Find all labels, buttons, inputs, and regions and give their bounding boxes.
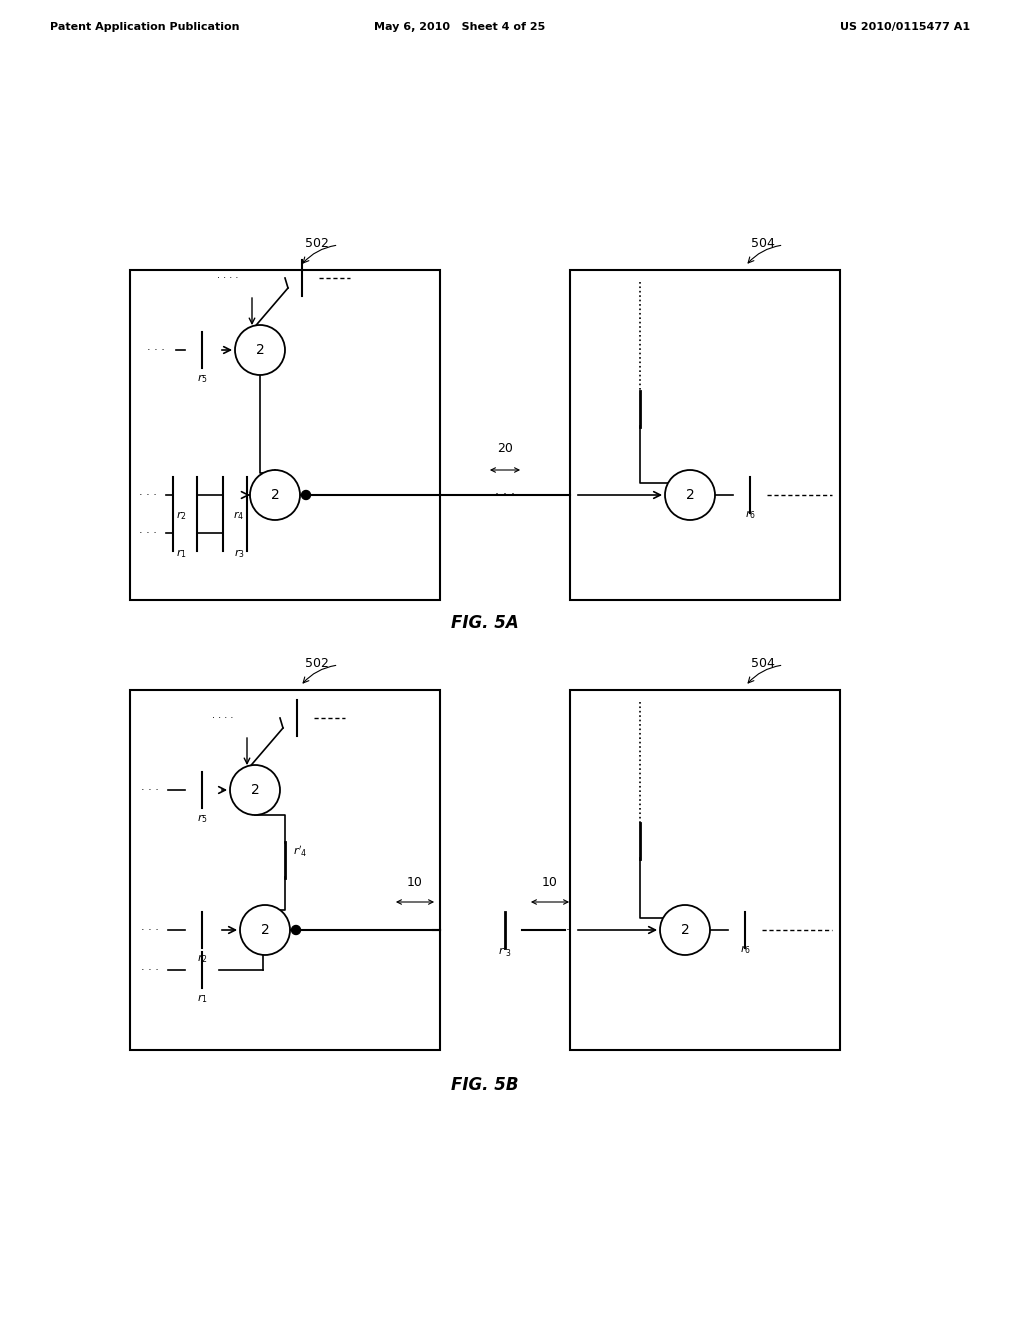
- Text: $r'_3$: $r'_3$: [498, 944, 512, 960]
- Text: 10: 10: [542, 876, 558, 888]
- Bar: [130, 271, 440, 601]
- Text: · · ·: · · ·: [495, 488, 515, 502]
- Circle shape: [230, 766, 280, 814]
- Text: $r_1$: $r_1$: [197, 993, 208, 1005]
- Text: 2: 2: [270, 488, 280, 502]
- Text: · · · ·: · · · ·: [212, 713, 233, 723]
- Text: $r_2$: $r_2$: [197, 952, 207, 965]
- Bar: [570, 271, 840, 601]
- Circle shape: [665, 470, 715, 520]
- Text: 2: 2: [686, 488, 694, 502]
- Text: $r'_4$: $r'_4$: [293, 845, 307, 859]
- Text: · · ·: · · ·: [141, 965, 159, 975]
- Text: 504: 504: [751, 238, 774, 249]
- Text: $r_5$: $r_5$: [197, 812, 208, 825]
- Bar: [570, 690, 840, 1049]
- Text: 2: 2: [256, 343, 264, 356]
- Text: $r_1$: $r_1$: [175, 546, 186, 560]
- Text: 2: 2: [681, 923, 689, 937]
- Text: $r_2$: $r_2$: [176, 510, 186, 521]
- Text: 2: 2: [261, 923, 269, 937]
- Circle shape: [240, 906, 290, 954]
- Text: US 2010/0115477 A1: US 2010/0115477 A1: [840, 22, 970, 32]
- Text: $r_5$: $r_5$: [197, 372, 208, 385]
- Bar: [130, 690, 440, 1049]
- Text: 10: 10: [408, 876, 423, 888]
- Text: · · ·: · · ·: [147, 345, 165, 355]
- Text: · · ·: · · ·: [139, 528, 157, 539]
- Text: $r_4$: $r_4$: [233, 510, 245, 521]
- Text: $r_6$: $r_6$: [739, 942, 751, 956]
- Text: May 6, 2010   Sheet 4 of 25: May 6, 2010 Sheet 4 of 25: [375, 22, 546, 32]
- Text: 2: 2: [251, 783, 259, 797]
- Circle shape: [250, 470, 300, 520]
- Text: $r_3$: $r_3$: [233, 546, 245, 560]
- Text: 502: 502: [305, 238, 330, 249]
- Circle shape: [234, 325, 285, 375]
- Text: 502: 502: [305, 657, 330, 671]
- Text: FIG. 5A: FIG. 5A: [452, 614, 519, 632]
- Circle shape: [292, 925, 300, 935]
- Text: · · ·: · · ·: [141, 785, 159, 795]
- Text: · · ·: · · ·: [402, 924, 422, 936]
- Text: 504: 504: [751, 657, 774, 671]
- Text: Patent Application Publication: Patent Application Publication: [50, 22, 240, 32]
- Text: 20: 20: [497, 442, 513, 455]
- Text: FIG. 5B: FIG. 5B: [452, 1076, 519, 1094]
- Text: · · · ·: · · · ·: [217, 273, 238, 282]
- Circle shape: [660, 906, 710, 954]
- Text: $r_6$: $r_6$: [744, 508, 756, 521]
- Circle shape: [301, 491, 310, 499]
- Text: · · ·: · · ·: [139, 490, 157, 500]
- Text: · · ·: · · ·: [141, 925, 159, 935]
- Text: · · ·: · · ·: [550, 924, 570, 936]
